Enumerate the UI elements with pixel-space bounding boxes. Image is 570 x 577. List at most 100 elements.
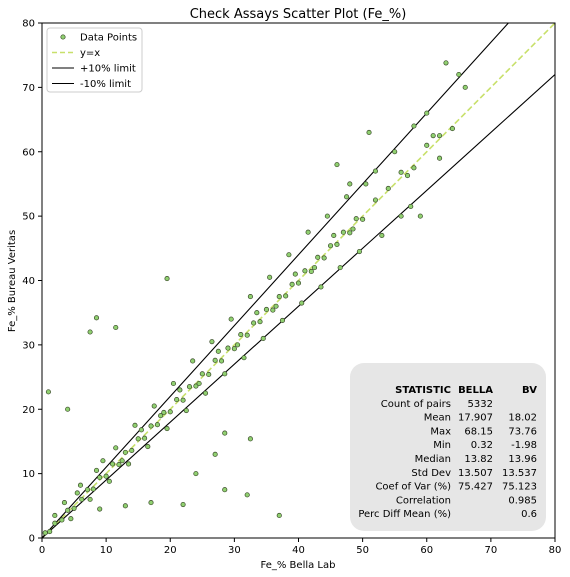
data-point xyxy=(289,281,295,287)
statistics-table: STATISTIC BELLA BV Count of pairs 5332 Mean 17… xyxy=(350,363,546,531)
data-point xyxy=(244,332,250,338)
data-point xyxy=(180,397,186,403)
data-point xyxy=(235,342,241,348)
x-tick-label: 50 xyxy=(356,545,369,556)
data-point xyxy=(437,133,443,139)
stats-label: Correlation xyxy=(396,495,451,506)
y-tick-label: 60 xyxy=(22,147,35,158)
data-point xyxy=(132,422,138,428)
stats-value: 0.32 xyxy=(471,440,493,451)
data-point xyxy=(299,300,305,306)
data-point xyxy=(106,478,112,484)
data-point xyxy=(97,474,103,481)
data-point xyxy=(45,389,51,395)
x-tick-label: 10 xyxy=(100,545,113,556)
stats-label: Mean xyxy=(424,413,451,424)
data-point xyxy=(366,129,372,135)
data-point xyxy=(167,409,173,415)
data-point xyxy=(109,461,116,467)
series-line--10-limit xyxy=(42,74,555,538)
data-point xyxy=(408,203,414,210)
stats-value: 73.76 xyxy=(508,426,537,437)
data-point xyxy=(344,194,350,200)
data-point xyxy=(260,335,266,341)
y-tick-label: 30 xyxy=(22,340,35,351)
data-point xyxy=(177,387,183,393)
x-tick-label: 0 xyxy=(39,545,45,556)
data-point xyxy=(372,197,379,203)
data-point xyxy=(61,500,67,506)
data-point xyxy=(273,303,279,309)
data-point xyxy=(372,168,379,174)
data-point xyxy=(119,458,125,464)
data-point xyxy=(331,232,337,238)
data-point xyxy=(347,230,353,236)
data-point xyxy=(68,516,74,522)
stats-value: 0.6 xyxy=(521,509,537,520)
data-point xyxy=(113,445,119,451)
stats-value: 13.82 xyxy=(464,454,493,465)
data-point xyxy=(228,316,234,322)
data-point xyxy=(148,423,154,429)
data-point xyxy=(71,505,77,511)
data-point xyxy=(52,512,58,519)
y-tick-label: 40 xyxy=(22,276,35,287)
chart-title: Check Assays Scatter Plot (Fe_%) xyxy=(190,7,407,22)
data-point xyxy=(97,506,103,512)
data-point xyxy=(196,380,202,387)
data-point xyxy=(212,357,218,363)
legend-marker xyxy=(60,34,66,40)
y-tick-label: 70 xyxy=(22,83,35,94)
stats-value: 75.427 xyxy=(458,482,493,493)
data-point xyxy=(337,265,343,271)
data-point xyxy=(77,482,84,488)
data-point xyxy=(411,165,417,171)
data-point xyxy=(305,229,311,235)
data-point xyxy=(74,490,80,496)
data-point xyxy=(170,380,177,387)
data-point xyxy=(145,444,151,450)
data-point xyxy=(449,126,455,132)
stats-label: Max xyxy=(430,426,451,437)
data-point xyxy=(84,487,91,493)
data-point xyxy=(129,447,135,454)
data-point xyxy=(276,512,282,519)
data-point xyxy=(279,317,286,323)
data-point xyxy=(241,355,247,361)
stats-value: 13.96 xyxy=(508,454,537,465)
data-point xyxy=(308,268,314,275)
data-point xyxy=(212,451,218,457)
data-point xyxy=(286,252,292,258)
stats-value: 18.02 xyxy=(508,413,537,424)
stats-label: Perc Diff Mean (%) xyxy=(358,509,451,520)
stats-header: BV xyxy=(522,385,537,396)
data-point xyxy=(219,358,225,364)
data-point xyxy=(79,496,85,502)
data-point xyxy=(350,226,356,232)
data-point xyxy=(199,371,205,377)
data-point xyxy=(340,229,346,235)
data-point xyxy=(126,461,132,467)
data-point xyxy=(93,467,100,473)
data-point xyxy=(392,149,398,155)
data-point xyxy=(456,71,462,78)
data-point xyxy=(154,422,160,428)
stats-value: 13.507 xyxy=(458,468,493,479)
data-point xyxy=(222,371,228,377)
axes: 0 10 20 30 40 50 60 70 80 0 10 20 30 40 50 60 70 80 xyxy=(22,19,561,557)
data-point xyxy=(47,529,53,535)
data-point xyxy=(334,241,340,248)
data-point xyxy=(116,462,122,468)
data-point xyxy=(270,307,276,313)
stats-value: 75.123 xyxy=(502,482,537,493)
data-point xyxy=(328,243,334,249)
legend-label: Data Points xyxy=(80,33,137,44)
data-point xyxy=(411,123,417,129)
data-point xyxy=(174,397,180,403)
x-tick-label: 60 xyxy=(420,545,433,556)
data-point xyxy=(263,306,269,313)
stats-value: 0.985 xyxy=(508,495,537,506)
stats-header: BELLA xyxy=(458,385,493,396)
data-point xyxy=(135,436,141,442)
